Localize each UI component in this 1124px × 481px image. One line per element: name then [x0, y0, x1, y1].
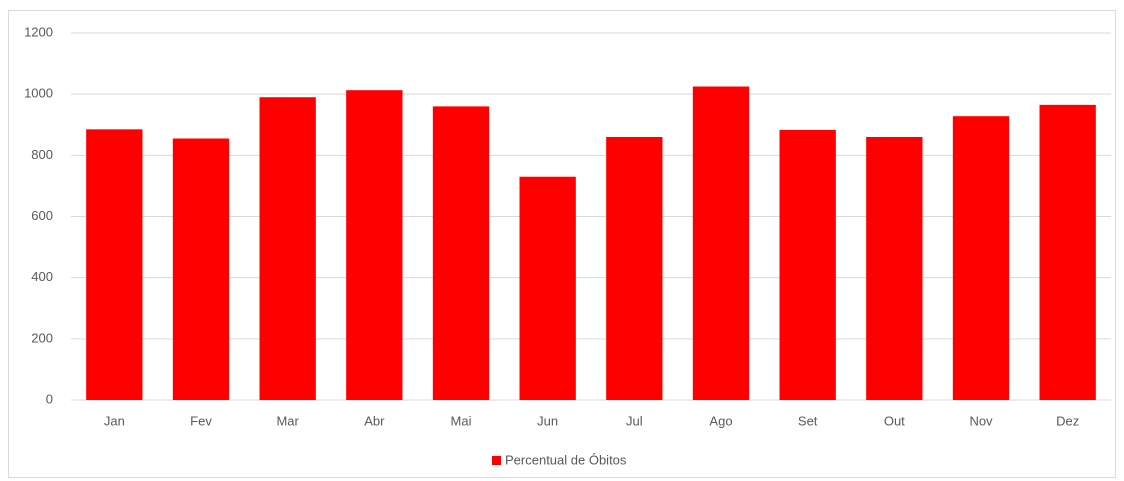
- x-tick-label: Set: [798, 413, 818, 428]
- legend-label: Percentual de Óbitos: [505, 452, 627, 467]
- x-tick-label: Jul: [626, 413, 643, 428]
- bar: [952, 116, 1010, 400]
- x-tick-label: Mai: [451, 413, 472, 428]
- x-tick-label: Abr: [364, 413, 385, 428]
- bar: [259, 97, 316, 400]
- bar: [866, 136, 923, 400]
- x-tick-label: Jun: [537, 413, 558, 428]
- x-tick-label: Mar: [276, 413, 299, 428]
- bar: [1039, 104, 1096, 400]
- x-tick-label: Dez: [1056, 413, 1079, 428]
- x-tick-label: Nov: [969, 413, 993, 428]
- legend-swatch: [492, 456, 501, 465]
- bar: [519, 176, 576, 400]
- bar: [779, 129, 836, 401]
- bar: [346, 90, 403, 401]
- x-tick-label: Ago: [709, 413, 732, 428]
- bar: [86, 129, 143, 400]
- x-tick-label: Jan: [104, 413, 125, 428]
- y-tick-label: 400: [31, 269, 53, 284]
- bar: [606, 136, 663, 400]
- bar: [432, 106, 490, 401]
- y-tick-label: 600: [31, 208, 53, 223]
- y-tick-label: 1000: [24, 86, 53, 101]
- bar: [172, 138, 230, 400]
- y-tick-label: 800: [31, 147, 53, 162]
- y-tick-label: 200: [31, 330, 53, 345]
- bar: [692, 86, 750, 400]
- y-tick-label: 1200: [24, 24, 53, 39]
- y-tick-label: 0: [46, 391, 53, 406]
- x-tick-label: Fev: [190, 413, 212, 428]
- x-tick-label: Out: [884, 413, 905, 428]
